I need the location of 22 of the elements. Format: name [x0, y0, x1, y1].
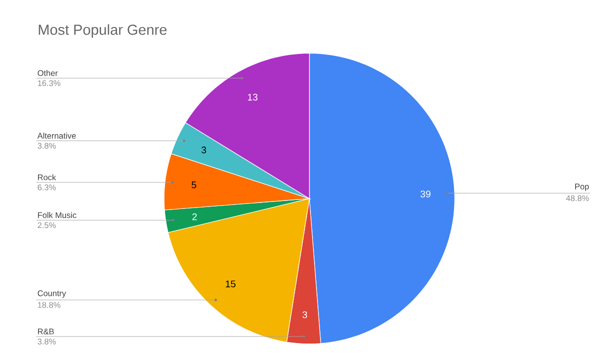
- text: 48.8%: [566, 195, 589, 201]
- slice-label: Rock: [38, 174, 56, 180]
- text: 18.8%: [38, 302, 60, 308]
- text: 3.8%: [38, 338, 56, 344]
- slice-label: Alternative: [37, 132, 76, 138]
- slice-label: R&B: [38, 328, 54, 334]
- slice-label: Other: [38, 70, 58, 76]
- data-label: 15: [226, 280, 236, 288]
- data-label: 3: [302, 311, 308, 318]
- data-label: 5: [192, 181, 196, 188]
- data-label: 39: [420, 190, 430, 198]
- data-label: 3: [201, 146, 206, 154]
- text: 3.8%: [38, 142, 56, 149]
- text: 2.5%: [38, 222, 56, 228]
- slice-label: Country: [38, 290, 66, 298]
- slice-label: Folk Music: [38, 212, 76, 218]
- data-label: 13: [248, 94, 258, 100]
- text: 16.3%: [38, 80, 60, 86]
- chart-title: Most Popular Genre: [38, 24, 167, 38]
- data-label: 2: [192, 213, 197, 220]
- text: 6.3%: [38, 184, 56, 190]
- slice-label: Pop: [575, 183, 589, 191]
